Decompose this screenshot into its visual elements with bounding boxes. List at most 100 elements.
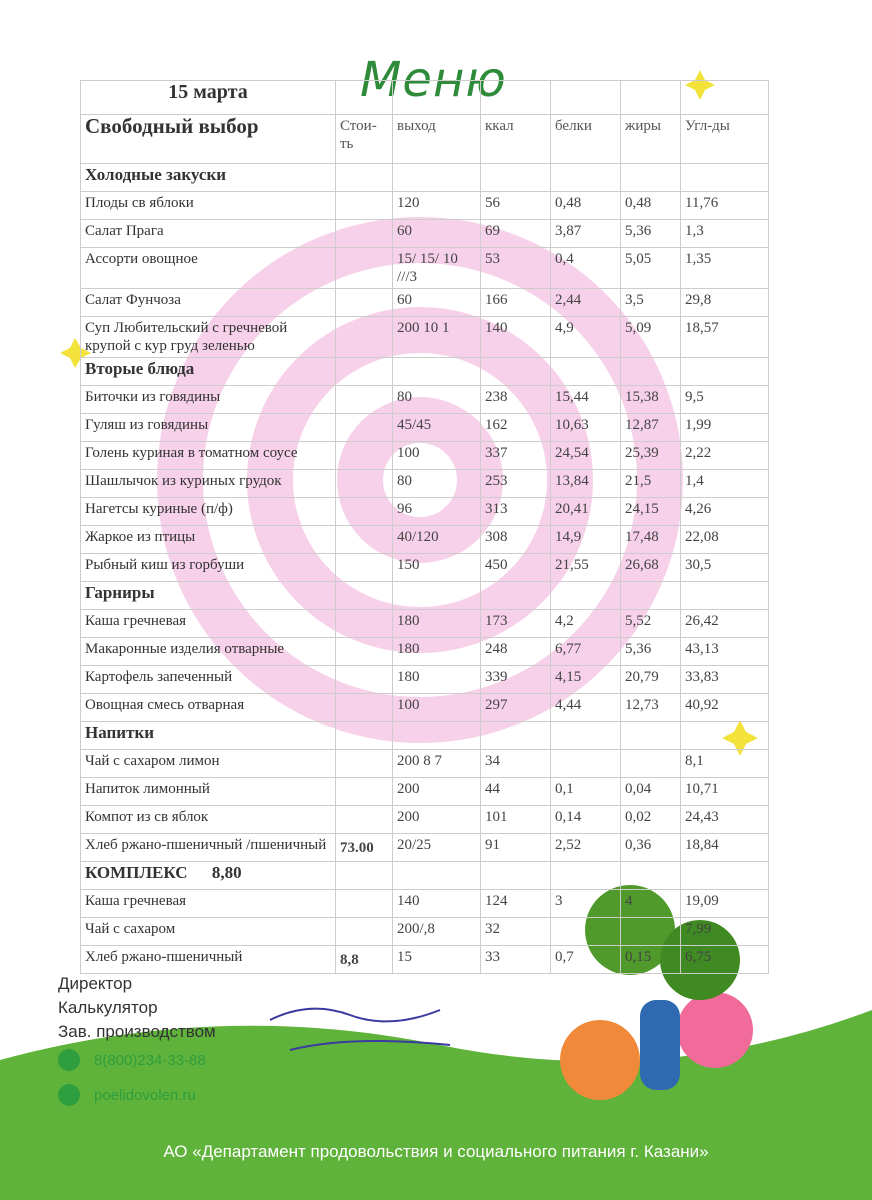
cell-protein: 2,44 xyxy=(550,288,621,317)
cell-carbs: 2,22 xyxy=(680,441,769,470)
cell-price xyxy=(335,385,393,414)
dish-name: Хлеб ржано-пшеничный xyxy=(80,945,336,974)
cell-carbs: 1,99 xyxy=(680,413,769,442)
cell-portion: 60 xyxy=(392,219,481,248)
cell-portion: 100 xyxy=(392,441,481,470)
cell-kcal: 450 xyxy=(480,553,551,582)
cell-kcal: 238 xyxy=(480,385,551,414)
cell-carbs: 19,09 xyxy=(680,889,769,918)
footer-roles: Директор Калькулятор Зав. производством xyxy=(58,972,216,1044)
cell-fat: 26,68 xyxy=(620,553,681,582)
subtitle: Свободный выбор xyxy=(80,114,336,164)
cell-kcal: 44 xyxy=(480,777,551,806)
cell-portion: 15/ 15/ 10 ///3 xyxy=(392,247,481,289)
item-row: Салат Прага 60 69 3,87 5,36 1,3 xyxy=(80,219,769,248)
cell xyxy=(392,163,481,192)
cell-fat: 5,09 xyxy=(620,316,681,358)
cell-kcal: 313 xyxy=(480,497,551,526)
section-price: 8,80 xyxy=(211,863,242,882)
item-row: Шашлычок из куриных грудок 80 253 13,84 21,5… xyxy=(80,469,769,498)
section-row: Холодные закуски xyxy=(80,163,769,192)
cell-protein: 14,9 xyxy=(550,525,621,554)
cell xyxy=(392,357,481,386)
cell-protein: 4,44 xyxy=(550,693,621,722)
contact-icons xyxy=(58,1049,80,1106)
cell xyxy=(335,163,393,192)
cell-portion: 200 xyxy=(392,777,481,806)
cell-price xyxy=(335,553,393,582)
item-row: Гуляш из говядины 45/45 162 10,63 12,87 1,99 xyxy=(80,413,769,442)
section-title: Холодные закуски xyxy=(80,163,336,192)
cell xyxy=(680,357,769,386)
cell xyxy=(550,163,621,192)
dish-name: Плоды св яблоки xyxy=(80,191,336,220)
cell-carbs: 43,13 xyxy=(680,637,769,666)
cell-protein: 0,1 xyxy=(550,777,621,806)
dish-name: Компот из св яблок xyxy=(80,805,336,834)
cell-price xyxy=(335,497,393,526)
dish-name: Овощная смесь отварная xyxy=(80,693,336,722)
cell-carbs: 22,08 xyxy=(680,525,769,554)
cell-fat: 0,15 xyxy=(620,945,681,974)
cell-fat xyxy=(620,749,681,778)
role: Зав. производством xyxy=(58,1022,216,1041)
item-row: Каша гречневая 180 173 4,2 5,52 26,42 xyxy=(80,609,769,638)
website[interactable]: poelidovolen.ru xyxy=(94,1087,196,1104)
cell-carbs: 30,5 xyxy=(680,553,769,582)
cell-portion: 150 xyxy=(392,553,481,582)
cell-price xyxy=(335,637,393,666)
cell-carbs: 24,43 xyxy=(680,805,769,834)
menu-table: 15 марта Свободный выбор Стои-ть выход к… xyxy=(80,80,769,974)
cell-protein: 4,15 xyxy=(550,665,621,694)
cell-carbs: 8,1 xyxy=(680,749,769,778)
cell-carbs: 18,57 xyxy=(680,316,769,358)
cell xyxy=(335,357,393,386)
cell xyxy=(335,861,393,890)
cell-price xyxy=(335,413,393,442)
dish-name: Жаркое из птицы xyxy=(80,525,336,554)
cell-price xyxy=(335,609,393,638)
cell xyxy=(620,721,681,750)
cell-carbs: 26,42 xyxy=(680,609,769,638)
cell-portion: 200/,8 xyxy=(392,917,481,946)
dish-name: Каша гречневая xyxy=(80,609,336,638)
cell-protein: 20,41 xyxy=(550,497,621,526)
cell-kcal: 53 xyxy=(480,247,551,289)
item-row: Жаркое из птицы 40/120 308 14,9 17,48 22,08 xyxy=(80,525,769,554)
cell xyxy=(680,163,769,192)
cell xyxy=(620,861,681,890)
role: Директор xyxy=(58,974,133,993)
cell xyxy=(680,581,769,610)
item-row: Нагетсы куриные (п/ф) 96 313 20,41 24,15 4,26 xyxy=(80,497,769,526)
item-row: Биточки из говядины 80 238 15,44 15,38 9,5 xyxy=(80,385,769,414)
cell-kcal: 297 xyxy=(480,693,551,722)
cell-price xyxy=(335,665,393,694)
item-row: Напиток лимонный 200 44 0,1 0,04 10,71 xyxy=(80,777,769,806)
cell-portion: 200 10 1 xyxy=(392,316,481,358)
column-header: белки xyxy=(550,114,621,164)
cell xyxy=(620,357,681,386)
dish-name: Голень куриная в томатном соусе xyxy=(80,441,336,470)
cell-price xyxy=(335,191,393,220)
cell xyxy=(680,721,769,750)
cell xyxy=(335,721,393,750)
section-title: Гарниры xyxy=(80,581,336,610)
cell-portion: 80 xyxy=(392,469,481,498)
dish-name: Суп Любительский с гречневой крупой с ку… xyxy=(80,316,336,358)
cell-price: 73.00 xyxy=(335,833,393,862)
cell-protein: 3 xyxy=(550,889,621,918)
item-row: Чай с сахаром лимон 200 8 7 34 8,1 xyxy=(80,749,769,778)
item-row: Каша гречневая 140 124 3 4 19,09 xyxy=(80,889,769,918)
cell xyxy=(550,861,621,890)
cell-portion: 180 xyxy=(392,665,481,694)
item-row: Суп Любительский с гречневой крупой с ку… xyxy=(80,316,769,358)
cell-kcal: 166 xyxy=(480,288,551,317)
item-row: Салат Фунчоза 60 166 2,44 3,5 29,8 xyxy=(80,288,769,317)
cell-carbs: 4,26 xyxy=(680,497,769,526)
cell-protein: 0,14 xyxy=(550,805,621,834)
cell-carbs: 7,99 xyxy=(680,917,769,946)
section-row: Гарниры xyxy=(80,581,769,610)
cell-fat: 15,38 xyxy=(620,385,681,414)
section-row: Напитки xyxy=(80,721,769,750)
